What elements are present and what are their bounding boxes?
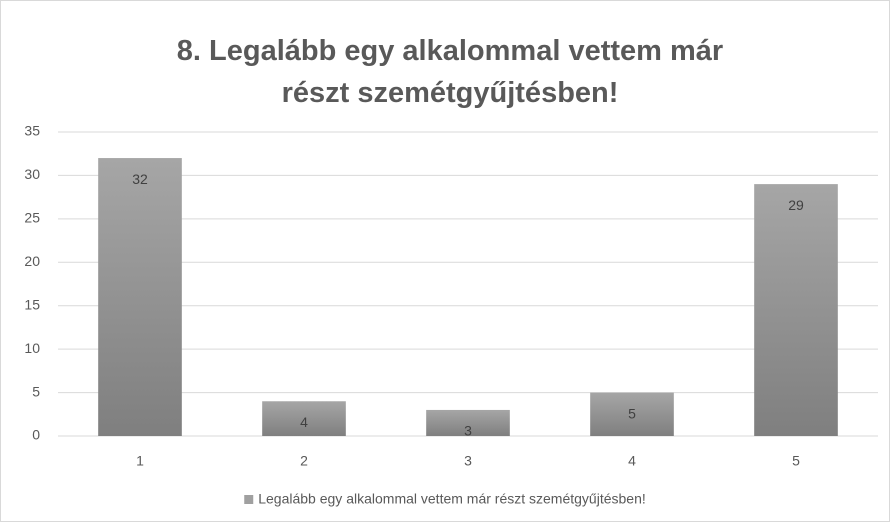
data-label: 3 [464, 423, 472, 439]
bar [98, 158, 182, 437]
data-label: 32 [132, 171, 148, 187]
data-label: 29 [788, 197, 804, 213]
bar [262, 401, 346, 436]
x-tick-label: 2 [300, 453, 308, 469]
legend-label: Legalább egy alkalommal vettem már részt… [258, 491, 646, 507]
x-tick-label: 3 [464, 453, 472, 469]
y-tick-label: 5 [32, 383, 40, 399]
y-tick-label: 0 [32, 427, 40, 443]
bar [754, 184, 838, 436]
data-label: 4 [300, 414, 308, 430]
y-tick-label: 25 [24, 210, 40, 226]
y-tick-label: 30 [24, 166, 40, 182]
x-tick-label: 4 [628, 453, 636, 469]
x-tick-label: 5 [792, 453, 800, 469]
y-tick-label: 35 [24, 123, 40, 139]
legend-swatch [244, 495, 254, 504]
data-label: 5 [628, 405, 636, 421]
bar [426, 409, 510, 436]
x-tick-label: 1 [136, 453, 144, 469]
y-tick-label: 10 [24, 340, 40, 356]
bar [590, 392, 674, 436]
y-tick-label: 20 [24, 253, 40, 269]
y-tick-label: 15 [24, 296, 40, 312]
chart-title: 8. Legalább egy alkalommal vettem már ré… [176, 35, 724, 109]
